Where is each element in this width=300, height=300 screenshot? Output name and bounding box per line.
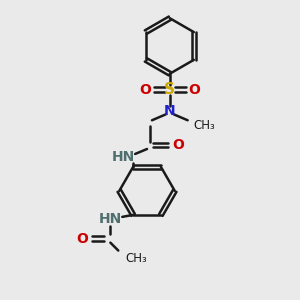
Text: N: N	[164, 104, 176, 118]
Text: HN: HN	[112, 150, 135, 164]
Text: O: O	[172, 138, 184, 152]
Text: O: O	[189, 82, 200, 97]
Text: CH₃: CH₃	[194, 119, 215, 132]
Text: O: O	[77, 232, 88, 246]
Text: O: O	[139, 82, 151, 97]
Text: CH₃: CH₃	[125, 252, 147, 265]
Text: HN: HN	[99, 212, 122, 226]
Text: S: S	[164, 82, 175, 97]
